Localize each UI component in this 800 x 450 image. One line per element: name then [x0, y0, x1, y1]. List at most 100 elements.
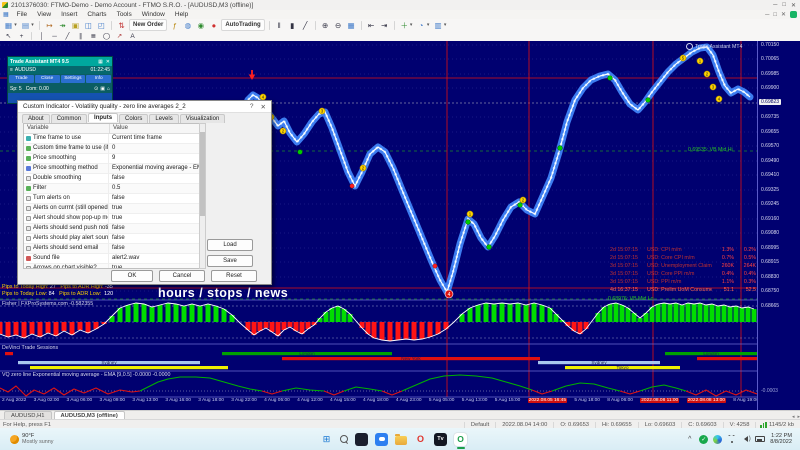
ta-close-button[interactable]: Close [34, 75, 60, 83]
vertical-line-icon[interactable]: │ [39, 32, 44, 40]
bar-chart-icon[interactable]: ‖ [277, 20, 281, 30]
timeframes-dropdown[interactable]: ▾ [426, 22, 430, 28]
chart-window-icon[interactable]: ▦ [3, 12, 9, 18]
menu-item[interactable]: Tools [116, 11, 132, 18]
new-order-icon[interactable]: ⇅ [118, 20, 125, 30]
trade-assistant-hint[interactable]: Trade Assistant MT4 [686, 43, 742, 50]
input-row[interactable]: Alert should show pop-up message true [24, 214, 199, 224]
data-window-icon[interactable]: ◰ [97, 20, 106, 30]
input-row[interactable]: Alerts should send email false [24, 244, 199, 254]
close-button[interactable]: ✕ [790, 2, 796, 9]
chart-tab-audusd-h1[interactable]: AUDUSD,H1 [4, 411, 52, 420]
web-request-icon[interactable]: ◉ [197, 20, 205, 30]
channel-icon[interactable]: ∥ [78, 33, 83, 40]
trendline-icon[interactable]: ╱ [65, 33, 70, 40]
input-value[interactable]: Exponential moving average - EMA [112, 165, 199, 171]
table-scrollbar[interactable] [199, 123, 206, 269]
menu-item[interactable]: Charts [87, 11, 107, 18]
minimize-button[interactable]: ─ [773, 1, 778, 8]
templates-icon[interactable]: ▥ [434, 20, 442, 30]
teams-chat-icon[interactable] [375, 432, 388, 446]
menu-item[interactable]: File [16, 11, 28, 18]
input-value[interactable]: 0 [112, 145, 116, 151]
input-row[interactable]: Arrows on chart visible? true [24, 264, 199, 268]
ta-tool-icon[interactable]: ▣ [100, 85, 105, 92]
cancel-button[interactable]: Cancel [159, 270, 205, 282]
input-value[interactable]: false [112, 225, 125, 231]
input-value[interactable]: true [112, 215, 123, 221]
ok-button[interactable]: OK [111, 270, 153, 282]
input-value[interactable]: false [112, 195, 125, 201]
indicators-icon[interactable]: ＋ [400, 20, 408, 30]
shapes-icon[interactable]: ◯ [102, 33, 111, 40]
tab-inputs[interactable]: Inputs [88, 113, 119, 122]
menu-item[interactable]: Help [174, 11, 189, 18]
input-row[interactable]: Sound file alert2.wav [24, 254, 199, 264]
windows-start-icon[interactable] [320, 433, 333, 446]
cursor-icon[interactable]: ↖ [5, 33, 12, 40]
child-restore-button[interactable]: □ [773, 11, 777, 18]
input-value[interactable]: Current time frame [112, 135, 163, 141]
ta-close-icon[interactable]: ✕ [105, 58, 110, 65]
trade-assistant-titlebar[interactable]: Trade Assistant MT4 9.5 ▦ ✕ [8, 57, 112, 66]
horizontal-line-icon[interactable]: ─ [52, 32, 57, 40]
weather-widget[interactable]: 90°F Mostly sunny [0, 433, 170, 446]
tab-scroll-left-icon[interactable]: ◂ [791, 414, 795, 420]
text-icon[interactable]: A [130, 32, 135, 40]
input-row[interactable]: Time frame to use Current time frame [24, 134, 199, 144]
tile-windows-icon[interactable]: ▦ [347, 20, 355, 30]
input-value[interactable]: false [112, 235, 125, 241]
fibonacci-icon[interactable]: ≣ [90, 33, 97, 40]
ta-symbol-menu-icon[interactable]: ≡ [10, 67, 13, 73]
input-value[interactable]: false [112, 245, 125, 251]
input-row[interactable]: Price smoothing method Exponential movin… [24, 164, 199, 174]
expert-advisors-icon[interactable]: ƒ [172, 20, 177, 30]
input-row[interactable]: Alerts should play alert sound false [24, 234, 199, 244]
crosshair-icon[interactable]: + [19, 32, 24, 40]
ta-trade-button[interactable]: Trade [9, 75, 34, 83]
search-icon[interactable] [340, 435, 348, 443]
file-explorer-icon[interactable] [395, 433, 407, 445]
child-minimize-button[interactable]: ─ [765, 11, 770, 18]
profiles-icon[interactable]: ▤ [21, 20, 30, 30]
market-icon[interactable]: ◍ [184, 20, 192, 30]
arrows-icon[interactable]: ↗ [116, 33, 123, 40]
windows-icon[interactable]: ◫ [84, 20, 93, 30]
ta-symbol[interactable]: AUDUSD [14, 67, 37, 73]
chart-tab-audusd-m3[interactable]: AUDUSD,M3 (offline) [53, 411, 125, 420]
step-forward-icon[interactable]: ⇥ [381, 20, 388, 30]
autotrading-icon[interactable]: ● [211, 20, 217, 30]
zoom-in-icon[interactable]: ⊕ [322, 20, 329, 30]
ta-tool-icon[interactable]: ⌂ [106, 85, 110, 92]
dialog-titlebar[interactable]: Custom Indicator - Volatility quality - … [18, 101, 271, 113]
battery-icon[interactable] [755, 435, 766, 443]
input-row[interactable]: Alerts should send push notification fal… [24, 224, 199, 234]
input-row[interactable]: Alerts on currnt (still opened) bar true [24, 204, 199, 214]
tradingview-icon[interactable] [434, 432, 447, 446]
indicators-dropdown[interactable]: ▾ [409, 22, 413, 28]
save-button[interactable]: Save [207, 255, 253, 267]
tab-visualization[interactable]: Visualization [179, 114, 226, 123]
dialog-close-button[interactable]: ✕ [260, 103, 266, 111]
line-chart-icon[interactable]: ╱ [302, 20, 308, 30]
menu-item[interactable]: Window [141, 11, 165, 18]
input-value[interactable]: 0.5 [112, 185, 121, 191]
tab-common[interactable]: Common [50, 114, 88, 123]
menu-item[interactable]: View [37, 11, 52, 18]
volume-icon[interactable] [741, 435, 750, 444]
input-value[interactable]: 9 [112, 155, 116, 161]
child-close-button[interactable]: ✕ [780, 12, 786, 18]
input-row[interactable]: Turn alerts on false [24, 194, 199, 204]
chart-shift-icon[interactable]: ↦ [46, 20, 53, 30]
active-app-icon[interactable] [454, 432, 467, 449]
new-order-button[interactable]: New Order [129, 19, 168, 31]
reset-button[interactable]: Reset [211, 270, 257, 282]
profiles-dropdown[interactable]: ▾ [31, 22, 34, 28]
browser-swirl-icon[interactable] [713, 434, 723, 444]
step-back-icon[interactable]: ⇤ [368, 20, 375, 30]
new-chart-dropdown[interactable]: ▾ [14, 22, 17, 28]
load-button[interactable]: Load [207, 239, 253, 251]
chart-area[interactable]: London London New York Sydney Sydney Tokyo 4 1 2… [0, 41, 800, 410]
tab-scroll-right-icon[interactable]: ▸ [797, 414, 800, 420]
tab-colors[interactable]: Colors [119, 114, 149, 123]
